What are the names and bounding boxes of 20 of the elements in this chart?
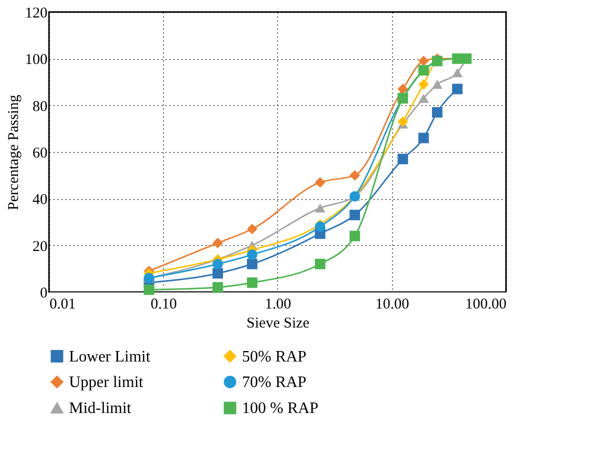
y-tick-label: 120 xyxy=(25,6,48,22)
x-tick-label: 10.00 xyxy=(375,296,410,312)
legend-label: Lower Limit xyxy=(69,348,151,366)
x-tick-label: 100.00 xyxy=(465,296,506,312)
x-tick-label: 0.01 xyxy=(50,296,76,312)
y-tick-label: 60 xyxy=(32,146,48,162)
y-tick-label: 20 xyxy=(32,238,48,255)
x-axis-title: Sieve Size xyxy=(246,316,310,332)
legend-label: Mid-limit xyxy=(69,400,132,417)
y-tick-label: 40 xyxy=(32,192,48,208)
legend-label: Upper limit xyxy=(69,374,144,391)
y-tick-label: 100 xyxy=(25,52,48,68)
legend-label: 50% RAP xyxy=(242,348,307,366)
y-tick-label: 80 xyxy=(32,98,48,115)
x-tick-label: 1.00 xyxy=(264,296,292,312)
y-axis-title: Percentage Passing xyxy=(6,94,22,210)
legend-label: 70% RAP xyxy=(242,374,307,391)
y-tick-label: 0 xyxy=(40,286,48,302)
x-tick-label: 0.10 xyxy=(150,296,177,312)
legend-label: 100 % RAP xyxy=(242,400,319,417)
